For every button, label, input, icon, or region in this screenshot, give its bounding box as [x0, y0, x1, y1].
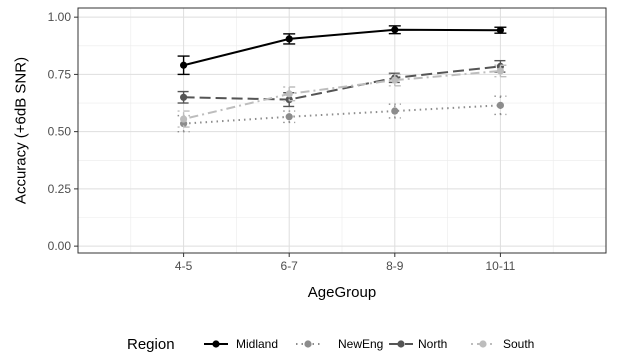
- data-point: [496, 67, 504, 75]
- legend-item-Midland: Midland: [204, 337, 278, 351]
- legend-title: Region: [127, 336, 175, 353]
- axes: 0.00 0.25 0.50 0.75 1.00 4-5 6-7 8-9 10-11: [48, 10, 516, 273]
- legend-label: South: [503, 337, 534, 351]
- legend: Region Midland NewEng North South: [127, 336, 534, 353]
- data-point: [496, 101, 504, 109]
- x-tick-label: 4-5: [175, 259, 193, 273]
- legend-item-North: North: [389, 337, 447, 351]
- legend-key-point: [212, 340, 220, 348]
- series-line: [183, 28, 501, 67]
- y-axis-title: Accuracy (+6dB SNR): [13, 57, 30, 204]
- x-tick-label: 8-9: [386, 259, 404, 273]
- data-point: [391, 26, 399, 34]
- data-point: [496, 26, 504, 34]
- series-Midland: [177, 25, 507, 76]
- legend-label: North: [418, 337, 447, 351]
- data-point: [180, 115, 188, 123]
- x-axis-title: AgeGroup: [308, 284, 376, 301]
- legend-item-NewEng: NewEng: [296, 337, 383, 351]
- panel-border: [77, 7, 607, 254]
- y-tick-label: 0.50: [48, 125, 72, 139]
- legend-key-point: [397, 340, 405, 348]
- series-layer: [177, 25, 507, 133]
- y-tick-label: 0.25: [48, 182, 72, 196]
- x-tick-label: 10-11: [485, 259, 515, 273]
- y-tick-label: 0.75: [48, 67, 72, 81]
- data-point: [391, 107, 399, 115]
- y-tick-label: 1.00: [48, 10, 72, 24]
- legend-key-point: [304, 340, 312, 348]
- data-point: [285, 35, 293, 43]
- data-point: [391, 76, 399, 84]
- data-point: [285, 90, 293, 98]
- legend-label: Midland: [236, 337, 278, 351]
- data-point: [180, 93, 188, 101]
- legend-item-South: South: [471, 337, 534, 351]
- legend-label: NewEng: [338, 337, 383, 351]
- x-tick-label: 6-7: [281, 259, 299, 273]
- series-South: [177, 64, 507, 128]
- data-point: [180, 61, 188, 69]
- series-line: [183, 65, 501, 101]
- series-line: [183, 69, 501, 121]
- data-point: [285, 113, 293, 121]
- legend-key-point: [479, 340, 487, 348]
- y-tick-label: 0.00: [48, 239, 72, 253]
- series-line: [183, 104, 501, 125]
